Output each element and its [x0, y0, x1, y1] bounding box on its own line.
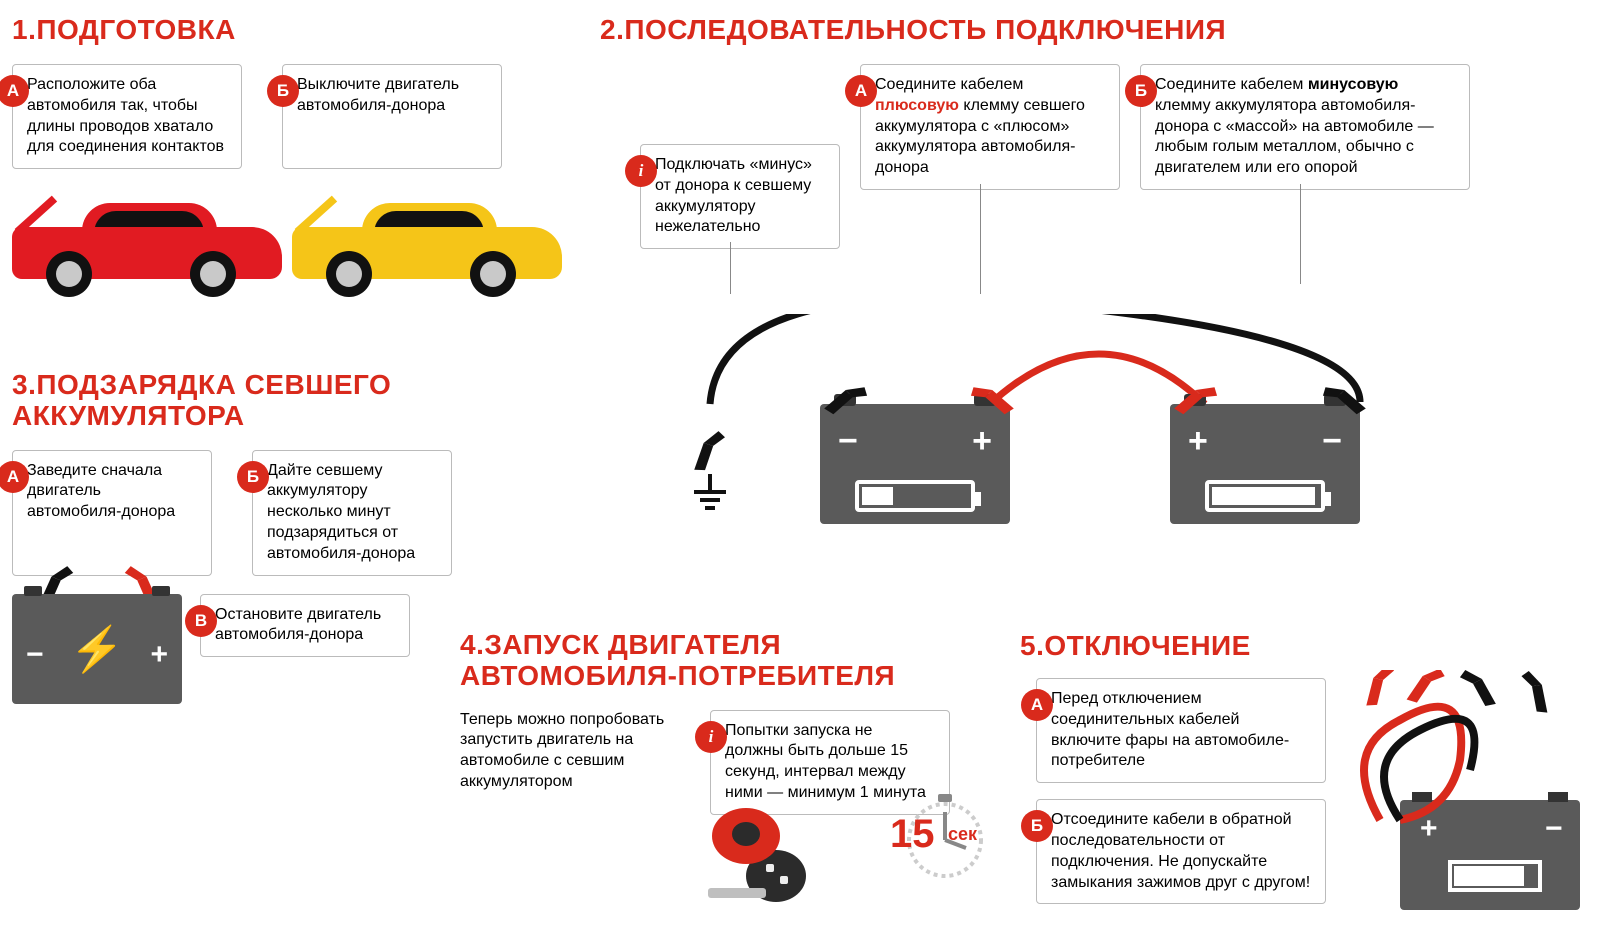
car-yellow-icon	[292, 187, 562, 297]
step2-b-hl: минусовую	[1308, 76, 1399, 93]
badge-a-icon: А	[845, 75, 877, 107]
lightning-icon: ⚡	[70, 623, 125, 675]
step3-a-text: Заведите сначала двигатель автомобиля-до…	[27, 462, 175, 521]
step2-info: i Подключать «минус» от донора к севшему…	[640, 144, 840, 249]
battery-with-cables-icon: + −	[1340, 670, 1590, 920]
section4-intro: Теперь можно попробовать запустить двига…	[460, 710, 690, 815]
info-icon: i	[695, 721, 727, 753]
step2-b-post: клемму аккумулятора автомобиля-донора с …	[1155, 97, 1434, 176]
section-preparation: 1.ПОДГОТОВКА А Расположите оба автомобил…	[12, 14, 592, 297]
timer-value: 15	[890, 812, 935, 857]
step5-a: А Перед отключением соединительных кабел…	[1036, 678, 1326, 783]
section-connection: 2.ПОСЛЕДОВАТЕЛЬНОСТЬ ПОДКЛЮЧЕНИЯ i Подкл…	[600, 14, 1580, 534]
step2-i-text: Подключать «минус» от донора к севшему а…	[655, 156, 812, 235]
badge-a-icon: А	[1021, 689, 1053, 721]
step2-a-pre: Соедините кабелем	[875, 76, 1023, 93]
step2-b: Б Соедините кабелем минусовую клемму акк…	[1140, 64, 1470, 190]
leader-line	[1300, 184, 1301, 284]
section3-title: 3.ПОДЗАРЯДКА СЕВШЕГО АККУМУЛЯТОРА	[12, 370, 452, 432]
step1-a-text: Расположите оба автомобиля так, чтобы дл…	[27, 76, 224, 155]
clamp-black-icon	[819, 378, 871, 421]
battery-donor-icon: +−	[1170, 404, 1360, 524]
step5-a-text: Перед отключением соединительных кабелей…	[1051, 690, 1289, 769]
step3-v-text: Остановите двигатель автомобиля-донора	[215, 606, 381, 644]
step3-a: А Заведите сначала двигатель автомобиля-…	[12, 450, 212, 576]
step3-b: Б Дайте севшему аккумулятору несколько м…	[252, 450, 452, 576]
step3-v: В Остановите двигатель автомобиля-донора	[200, 594, 410, 658]
clamp-red-icon	[1169, 378, 1221, 421]
step1-b: Б Выключите двигатель автомобиля-донора	[282, 64, 502, 169]
section-charging: 3.ПОДЗАРЯДКА СЕВШЕГО АККУМУЛЯТОРА А Заве…	[12, 370, 452, 704]
section1-title: 1.ПОДГОТОВКА	[12, 14, 592, 46]
timer-unit: сек	[948, 824, 977, 845]
badge-a-icon: А	[0, 75, 29, 107]
badge-v-icon: В	[185, 605, 217, 637]
section4-title: 4.ЗАПУСК ДВИГАТЕЛЯ АВТОМОБИЛЯ-ПОТРЕБИТЕЛ…	[460, 630, 1000, 692]
battery-charging-icon: −+ ⚡	[12, 594, 182, 704]
step2-b-pre: Соедините кабелем	[1155, 76, 1308, 93]
section5-title: 5.ОТКЛЮЧЕНИЕ	[1020, 630, 1590, 662]
step5-b-text: Отсоедините кабели в обратной последоват…	[1051, 811, 1310, 890]
step2-a-hl: плюсовую	[875, 97, 959, 114]
step2-a: А Соедините кабелем плюсовую клемму севш…	[860, 64, 1120, 190]
step1-b-text: Выключите двигатель автомобиля-донора	[297, 76, 459, 114]
battery-dead-icon: −+	[820, 404, 1010, 524]
cars-illustration	[12, 187, 592, 297]
badge-b-icon: Б	[267, 75, 299, 107]
svg-text:−: −	[1545, 812, 1563, 845]
step1-a: А Расположите оба автомобиля так, чтобы …	[12, 64, 242, 169]
info-icon: i	[625, 155, 657, 187]
svg-text:+: +	[1420, 812, 1438, 845]
connection-diagram: −+ +−	[600, 274, 1580, 534]
badge-b-icon: Б	[237, 461, 269, 493]
step5-b: Б Отсоедините кабели в обратной последов…	[1036, 799, 1326, 904]
badge-b-icon: Б	[1021, 810, 1053, 842]
badge-b-icon: Б	[1125, 75, 1157, 107]
section2-title: 2.ПОСЛЕДОВАТЕЛЬНОСТЬ ПОДКЛЮЧЕНИЯ	[600, 14, 1580, 46]
clamp-black-icon	[680, 427, 736, 477]
car-red-icon	[12, 187, 282, 297]
step3-b-text: Дайте севшему аккумулятору несколько мин…	[267, 462, 415, 562]
car-key-icon	[700, 780, 840, 920]
ground-icon	[690, 474, 730, 514]
badge-a-icon: А	[0, 461, 29, 493]
